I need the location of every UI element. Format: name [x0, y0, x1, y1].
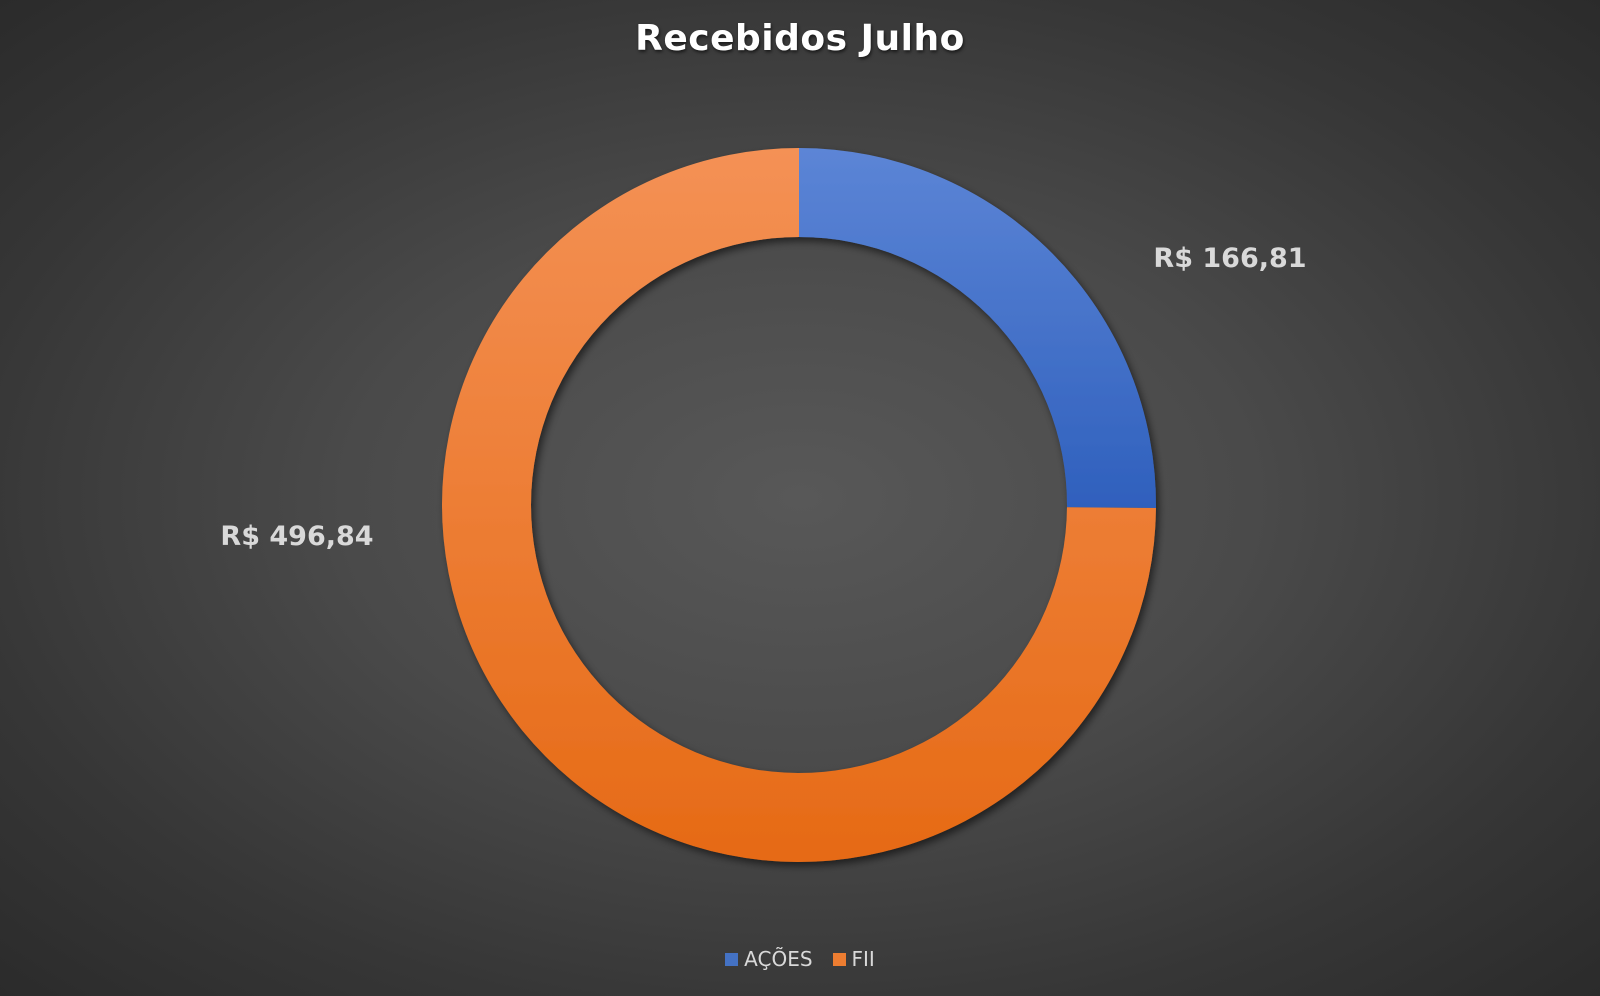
donut-slice-acoes — [799, 148, 1156, 509]
donut-slices — [442, 148, 1156, 862]
data-label-fii: R$ 496,84 — [220, 521, 373, 552]
data-label-acoes: R$ 166,81 — [1153, 243, 1306, 274]
legend-label-fii: FII — [851, 947, 875, 971]
legend-label-acoes: AÇÕES — [744, 947, 813, 971]
legend-item-fii: FII — [832, 947, 875, 971]
legend-swatch-acoes — [725, 952, 739, 966]
legend: AÇÕES FII — [0, 947, 1600, 971]
legend-item-acoes: AÇÕES — [725, 947, 813, 971]
data-labels: R$ 166,81 R$ 496,84 — [220, 243, 1306, 552]
chart-title: Recebidos Julho — [635, 18, 965, 59]
legend-swatch-fii — [832, 952, 846, 966]
